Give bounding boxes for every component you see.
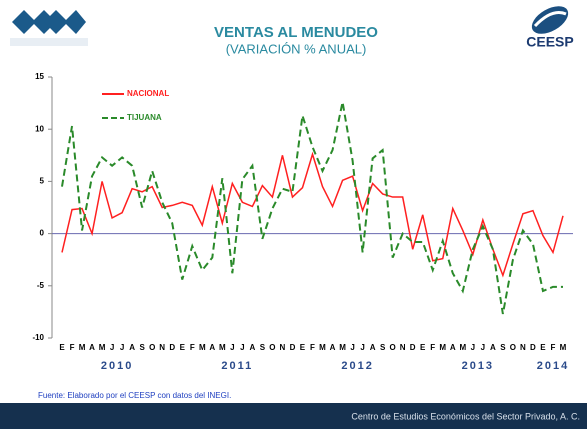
x-tick-label: J: [230, 343, 234, 352]
x-tick-label: N: [280, 343, 286, 352]
x-tick-label: O: [269, 343, 275, 352]
x-tick-label: J: [110, 343, 114, 352]
x-tick-label: E: [59, 343, 65, 352]
y-tick-label: -5: [37, 281, 45, 290]
series-line: [61, 101, 563, 315]
x-tick-label: S: [139, 343, 145, 352]
x-tick-label: J: [481, 343, 485, 352]
x-tick-label: F: [430, 343, 435, 352]
year-label: 2010: [101, 360, 133, 372]
x-tick-label: S: [260, 343, 266, 352]
x-tick-label: F: [310, 343, 315, 352]
x-tick-label: A: [249, 343, 255, 352]
x-tick-label: A: [330, 343, 336, 352]
x-tick-label: E: [300, 343, 306, 352]
right-logo: [531, 6, 569, 34]
x-tick-label: A: [89, 343, 95, 352]
x-tick-label: A: [450, 343, 456, 352]
left-logo: [10, 10, 88, 46]
year-label: 2011: [221, 360, 253, 372]
x-tick-label: M: [560, 343, 567, 352]
x-tick-label: D: [410, 343, 416, 352]
x-tick-label: M: [79, 343, 86, 352]
x-tick-label: D: [530, 343, 536, 352]
x-tick-label: M: [319, 343, 326, 352]
x-tick-label: M: [199, 343, 206, 352]
legend-label: NACIONAL: [127, 89, 169, 98]
x-tick-label: A: [370, 343, 376, 352]
year-label: 2013: [462, 360, 494, 372]
x-tick-label: F: [551, 343, 556, 352]
source-note: Fuente: Elaborado por el CEESP con datos…: [38, 391, 231, 400]
y-tick-label: 5: [40, 177, 45, 186]
y-tick-label: 10: [35, 124, 44, 133]
x-tick-label: J: [240, 343, 244, 352]
x-tick-label: D: [169, 343, 175, 352]
y-tick-label: 15: [35, 72, 44, 81]
x-tick-label: S: [380, 343, 386, 352]
x-tick-label: N: [159, 343, 165, 352]
year-label: 2014: [537, 360, 569, 372]
x-tick-label: N: [400, 343, 406, 352]
x-tick-label: M: [439, 343, 446, 352]
x-tick-label: S: [500, 343, 506, 352]
legend-label: TIJUANA: [127, 113, 162, 122]
footer-text: Centro de Estudios Económicos del Sector…: [351, 411, 580, 421]
x-tick-label: E: [180, 343, 186, 352]
x-tick-label: E: [420, 343, 426, 352]
x-tick-label: M: [99, 343, 106, 352]
x-tick-label: O: [390, 343, 396, 352]
x-tick-label: M: [219, 343, 226, 352]
year-label: 2012: [341, 360, 373, 372]
x-tick-label: O: [149, 343, 155, 352]
logo-text: CEESP: [526, 34, 573, 50]
x-tick-label: M: [339, 343, 346, 352]
chart-title: VENTAS AL MENUDEO: [214, 24, 378, 41]
x-tick-label: A: [209, 343, 215, 352]
y-tick-label: -10: [32, 333, 44, 342]
x-tick-label: J: [350, 343, 354, 352]
x-tick-label: N: [520, 343, 526, 352]
series-line: [61, 151, 564, 278]
x-tick-label: F: [190, 343, 195, 352]
x-tick-label: J: [471, 343, 475, 352]
x-tick-label: E: [540, 343, 546, 352]
x-tick-label: M: [459, 343, 466, 352]
x-tick-label: A: [490, 343, 496, 352]
x-tick-label: J: [120, 343, 124, 352]
x-tick-label: F: [70, 343, 75, 352]
footer-bar: [0, 403, 587, 429]
chart-subtitle: (VARIACIÓN % ANUAL): [226, 41, 367, 56]
x-tick-label: D: [290, 343, 296, 352]
x-tick-label: J: [360, 343, 364, 352]
x-tick-label: O: [510, 343, 516, 352]
y-tick-label: 0: [40, 229, 45, 238]
x-tick-label: A: [129, 343, 135, 352]
